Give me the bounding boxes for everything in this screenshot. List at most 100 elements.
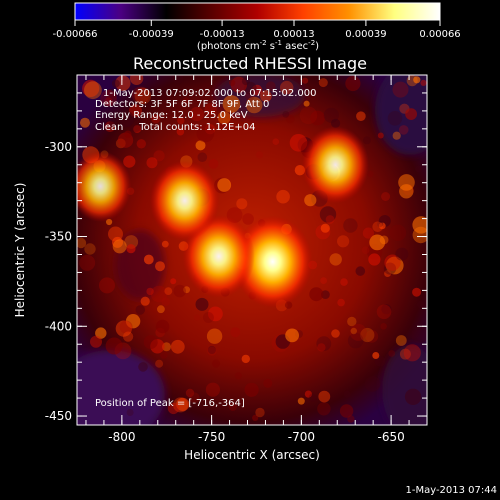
speckle-dot: [111, 79, 120, 88]
speckle-dot: [211, 359, 221, 368]
speckle-dot: [282, 110, 290, 118]
speckle-dot: [337, 235, 350, 248]
speckle-dot: [171, 75, 184, 84]
speckle-dot: [331, 329, 340, 338]
speckle-dot: [320, 223, 330, 233]
speckle-dot: [195, 297, 209, 311]
solar-image: [76, 74, 428, 426]
speckle-dot: [90, 335, 102, 348]
speckle-dot: [132, 86, 150, 104]
x-axis-label: Heliocentric X (arcsec): [184, 448, 320, 462]
speckle-dot: [208, 159, 219, 169]
speckle-dot: [206, 328, 223, 344]
speckle-dot: [202, 312, 214, 323]
speckle-dot: [398, 125, 409, 135]
speckle-dot: [415, 165, 422, 173]
speckle-dot: [119, 320, 133, 334]
x-tick-label: -650: [377, 430, 404, 444]
speckle-dot: [343, 218, 358, 233]
speckle-dot: [125, 314, 141, 329]
speckle-dot: [108, 226, 123, 242]
speckle-dot: [372, 352, 380, 359]
speckle-dot: [124, 130, 132, 138]
speckle-dot: [350, 327, 357, 335]
speckle-dot: [364, 376, 381, 392]
speckle-dot: [280, 80, 294, 95]
speckle-dot: [133, 125, 142, 134]
speckle-dot: [105, 337, 123, 355]
speckle-dot: [412, 216, 427, 234]
speckle-dot: [329, 253, 342, 266]
speckle-dot: [304, 390, 312, 398]
speckle-dot: [276, 189, 290, 204]
speckle-dot: [374, 356, 386, 367]
speckle-dot: [406, 75, 418, 87]
speckle-dot: [392, 131, 401, 140]
speckle-dot: [243, 81, 257, 95]
speckle-dot: [241, 354, 250, 364]
speckle-dot: [197, 152, 208, 162]
speckle-dot: [360, 327, 375, 343]
speckle-dot: [173, 284, 186, 298]
y-axis-label: Heliocentric Y (arcsec): [13, 183, 27, 318]
speckle-dot: [217, 178, 232, 192]
speckle-dot: [245, 96, 263, 114]
speckle-dot: [143, 335, 158, 350]
speckle-dot: [369, 234, 386, 251]
speckle-dot: [204, 103, 217, 116]
speckle-dot: [395, 335, 407, 346]
speckle-dot: [230, 327, 241, 338]
speckle-dot: [362, 136, 371, 145]
colorbar: -0.00066 -0.00039 -0.00013 0.00013 0.00039 0.…: [53, 2, 461, 52]
speckle-dot: [195, 140, 206, 151]
speckle-dot: [416, 300, 425, 309]
plot-title: Reconstructed RHESSI Image: [133, 54, 367, 73]
flare-source: [149, 160, 220, 241]
speckle-dot: [399, 348, 411, 360]
colorbar-strip: [74, 2, 441, 21]
speckle-dot: [349, 323, 367, 341]
speckle-dot: [143, 254, 154, 265]
speckle-dot: [384, 254, 401, 271]
speckle-dot: [136, 139, 146, 149]
speckle-dot: [170, 339, 185, 354]
speckle-dot: [317, 343, 326, 352]
speckle-dot: [127, 116, 143, 132]
speckle-dot: [361, 246, 370, 254]
speckle-dot: [155, 261, 165, 272]
speckle-dot: [399, 184, 414, 199]
speckle-dot: [404, 388, 422, 405]
speckle-dot: [134, 87, 152, 105]
speckle-dot: [355, 266, 366, 276]
speckle-dot: [325, 215, 335, 224]
speckle-dot: [321, 290, 330, 299]
speckle-dot: [160, 351, 168, 359]
speckle-dot: [193, 314, 201, 321]
speckle-dot: [217, 111, 231, 125]
speckle-dot: [285, 328, 299, 343]
speckle-dot: [185, 388, 195, 398]
y-tick-label: -450: [45, 409, 72, 423]
speckle-dot: [309, 287, 324, 302]
colorbar-ticks: -0.00066 -0.00039 -0.00013 0.00013 0.00039 0.…: [53, 20, 461, 40]
y-tick-label: -350: [45, 230, 72, 244]
speckle-dot: [150, 339, 165, 354]
speckle-dot: [272, 138, 280, 145]
speckle-dot: [164, 287, 173, 295]
speckle-dot: [196, 124, 215, 143]
speckle-dot: [377, 132, 384, 139]
speckle-dot: [146, 157, 158, 169]
speckle-dot: [150, 285, 168, 303]
speckle-dot: [234, 372, 242, 380]
speckle-dot: [205, 382, 220, 397]
speckle-dot: [84, 243, 96, 255]
flare-source: [232, 215, 313, 308]
speckle-dot: [263, 378, 273, 388]
speckle-dot: [105, 88, 117, 100]
speckle-dot: [138, 362, 148, 372]
speckle-dot: [146, 287, 154, 296]
speckle-dot: [155, 319, 170, 334]
speckle-dot: [208, 306, 223, 322]
speckle-dot: [297, 397, 305, 405]
speckle-dot: [367, 170, 374, 178]
